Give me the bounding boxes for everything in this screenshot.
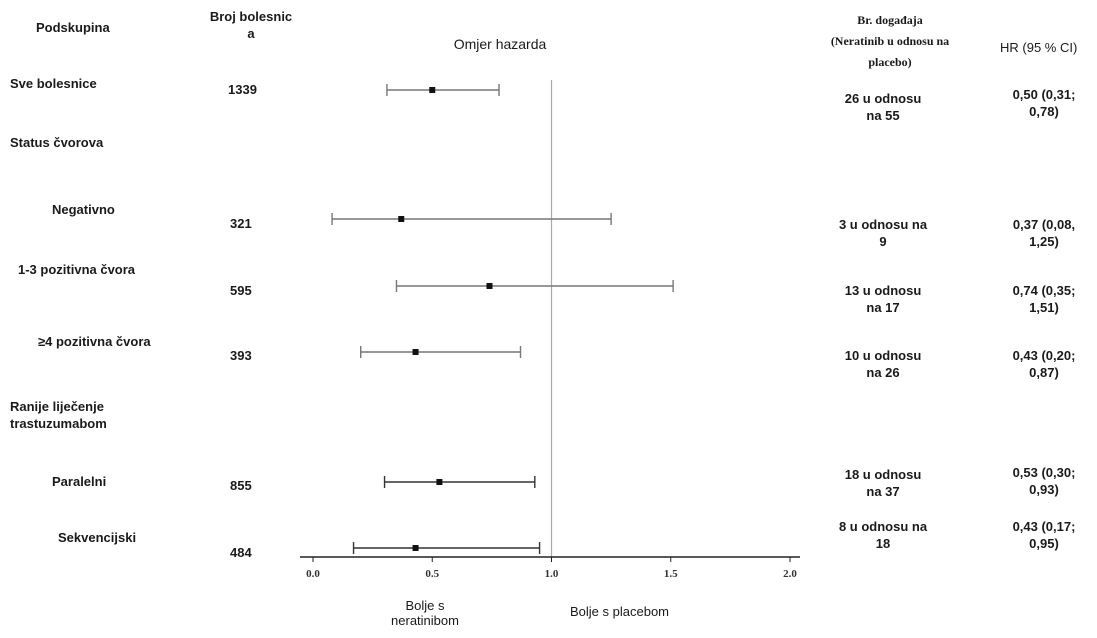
point-estimate (436, 479, 443, 485)
patient-count: 1339 (228, 82, 257, 97)
event-count: 10 u odnosu na 26 (844, 348, 922, 380)
hr-value: 0,50 (0,31; 0,78) (1012, 87, 1076, 119)
subgroup-label: Sve bolesnice (10, 76, 97, 91)
event-count: 18 u odnosu na 37 (844, 467, 922, 499)
subgroup-label: Status čvorova (10, 135, 104, 150)
subgroup-label: Paralelni (52, 474, 107, 489)
patient-count: 595 (230, 283, 252, 298)
subgroup-label: 1-3 pozitivna čvora (18, 262, 136, 277)
hr-value: 0,37 (0,08, 1,25) (1012, 217, 1076, 249)
subgroup-label: Sekvencijski (58, 530, 137, 545)
header-hazard-ratio: Omjer hazarda (453, 36, 547, 52)
favors-placebo-label: Bolje s placebom (570, 604, 669, 619)
patient-count: 855 (230, 478, 252, 493)
point-estimate (398, 216, 405, 222)
favors-neratinib-label: Bolje s neratinibom (391, 598, 459, 628)
x-tick-label: 1.5 (664, 568, 678, 580)
x-tick-label: 0.5 (425, 568, 439, 580)
point-estimate (429, 87, 436, 93)
hr-value: 0,43 (0,20; 0,87) (1012, 348, 1076, 380)
x-tick-label: 1.0 (545, 568, 559, 580)
event-count: 8 u odnosu na 18 (838, 519, 928, 551)
event-count: 13 u odnosu na 17 (844, 283, 922, 315)
point-estimate (412, 545, 419, 551)
x-tick-label: 2.0 (783, 568, 797, 580)
subgroup-label: Negativno (52, 202, 115, 217)
patient-count: 321 (230, 216, 252, 231)
header-hr-ci: HR (95 % CI) (1000, 40, 1078, 55)
header-patients: Broj bolesnic a (209, 9, 293, 41)
hr-value: 0,74 (0,35; 1,51) (1012, 283, 1076, 315)
point-estimate (412, 349, 419, 355)
header-events: Br. događaja (Neratinib u odnosu na plac… (830, 13, 950, 69)
subgroup-label: ≥4 pozitivna čvora (38, 334, 151, 349)
x-tick-label: 0.0 (306, 568, 320, 580)
header-subgroup: Podskupina (36, 20, 110, 35)
patient-count: 484 (230, 545, 252, 560)
event-count: 26 u odnosu na 55 (844, 91, 922, 123)
hr-value: 0,53 (0,30; 0,93) (1012, 465, 1076, 497)
point-estimate (486, 283, 493, 289)
patient-count: 393 (230, 348, 252, 363)
hr-value: 0,43 (0,17; 0,95) (1012, 519, 1076, 551)
subgroup-label: Ranije liječenje trastuzumabom (10, 399, 107, 431)
event-count: 3 u odnosu na 9 (838, 217, 928, 249)
